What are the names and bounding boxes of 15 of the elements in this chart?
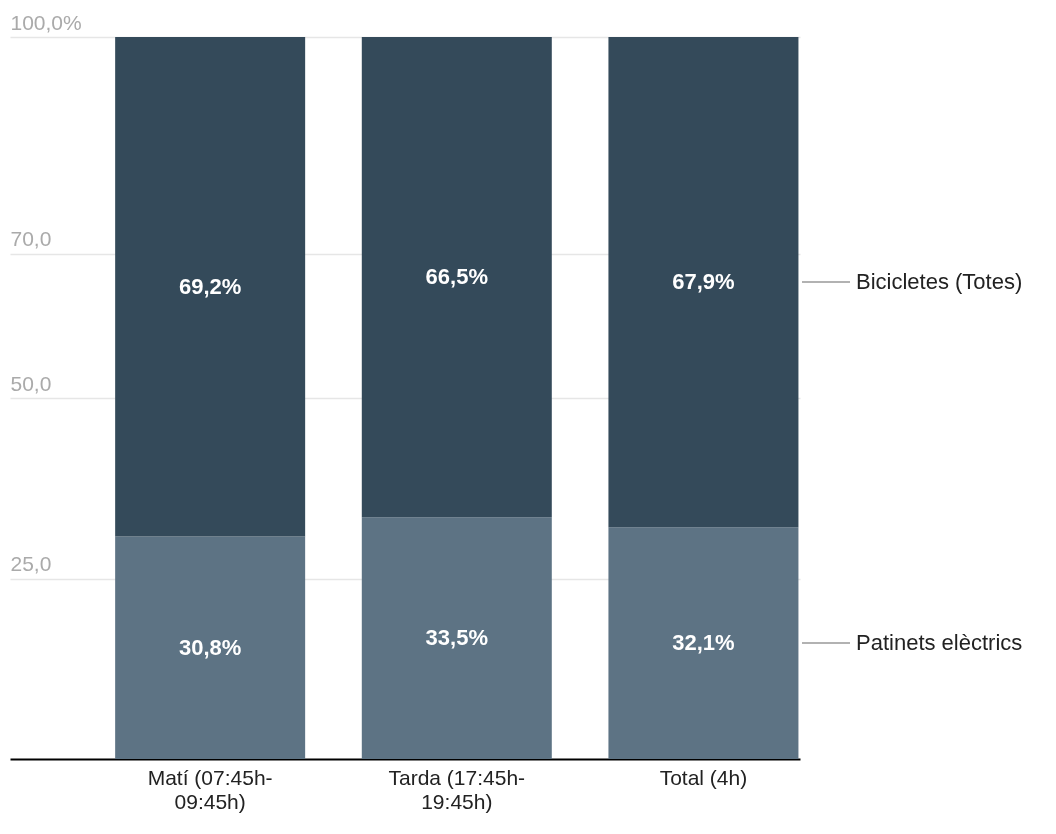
x-tick-label: Matí (07:45h-09:45h) — [147, 765, 273, 813]
x-tick-label: Tarda (17:45h-19:45h) — [388, 765, 526, 813]
y-tick-label: 50,0 — [10, 371, 52, 395]
data-label: 69,2% — [178, 273, 242, 299]
data-label: 33,5% — [425, 625, 488, 651]
text: Patinets elèctrics — [856, 630, 1023, 656]
y-tick-label: 100,0% — [10, 10, 82, 34]
data-label: 66,5% — [425, 264, 488, 290]
data-label: 32,1% — [672, 630, 735, 656]
text: Bicicletes (Totes) — [856, 269, 1023, 295]
data-label: 67,9% — [672, 269, 735, 295]
x-tick-label: Total (4h) — [659, 765, 748, 789]
y-tick-label: 70,0 — [10, 227, 52, 251]
data-label: 30,8% — [178, 634, 242, 660]
y-tick-label: 25,0 — [10, 552, 52, 575]
